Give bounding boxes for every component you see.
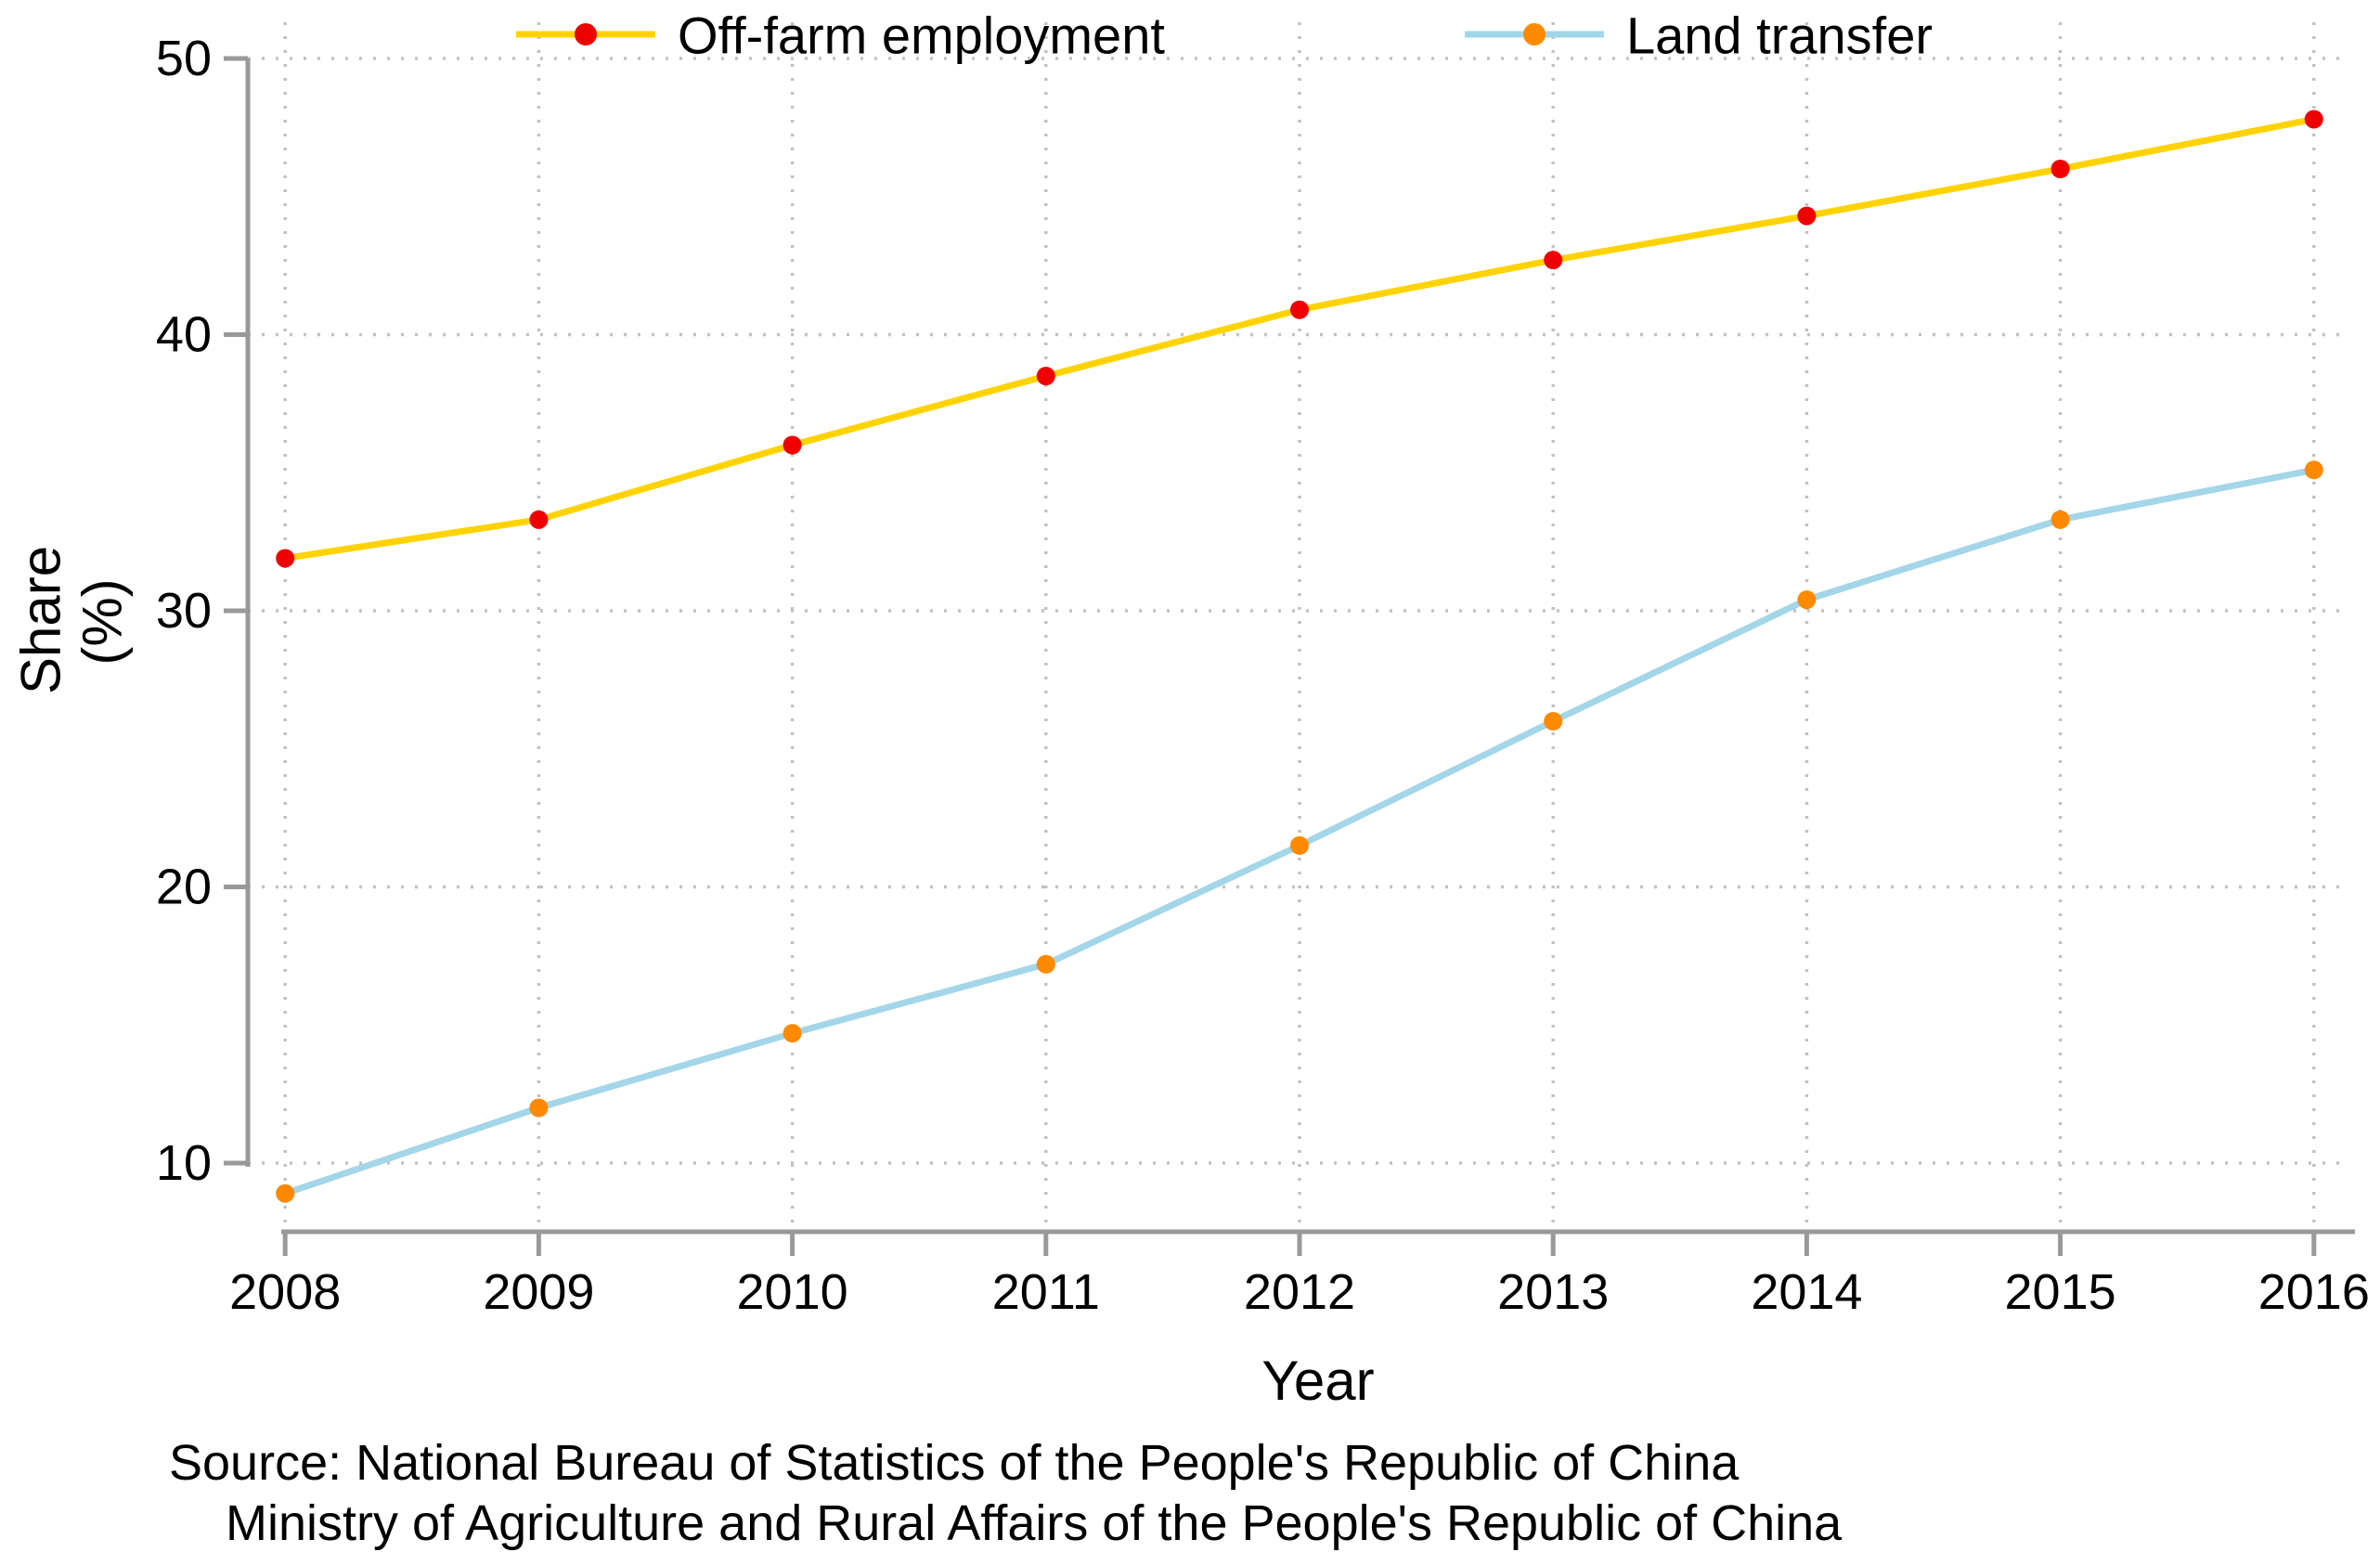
series-line-1 <box>284 116 2315 562</box>
data-point-off-farm-employment-2010 <box>783 435 802 455</box>
y-tick-label: 20 <box>156 860 212 915</box>
x-tick-label: 2011 <box>992 1264 1100 1320</box>
y-axis-title-line-1: Share <box>10 546 72 694</box>
data-point-land-transfer-2013 <box>1544 712 1563 731</box>
x-axis-title: Year <box>1261 1350 1374 1412</box>
y-tick-label: 50 <box>156 31 212 86</box>
x-tick-label: 2013 <box>1497 1264 1609 1320</box>
x-tick-label: 2010 <box>737 1264 848 1320</box>
source-note: Source: National Bureau of Statistics of… <box>169 1433 1842 1554</box>
data-point-land-transfer-2010 <box>783 1024 802 1043</box>
data-point-land-transfer-2014 <box>1797 590 1817 610</box>
y-axis-title-line-2: (%) <box>71 578 134 665</box>
data-point-off-farm-employment-2008 <box>276 549 295 568</box>
data-point-off-farm-employment-2009 <box>529 510 549 529</box>
data-point-off-farm-employment-2011 <box>1036 367 1055 386</box>
x-tick-label: 2014 <box>1751 1264 1862 1320</box>
data-point-land-transfer-2008 <box>276 1183 295 1203</box>
x-tick-label: 2009 <box>483 1264 594 1320</box>
x-tick-label: 2016 <box>2258 1264 2370 1320</box>
source-note-line-1: Source: National Bureau of Statistics of… <box>169 1435 1740 1491</box>
data-point-off-farm-employment-2013 <box>1544 251 1563 270</box>
source-note-line-2: Ministry of Agriculture and Rural Affair… <box>226 1495 1843 1551</box>
legend-label-1: Off-farm employment <box>678 6 1165 65</box>
x-tick-label: 2015 <box>2005 1264 2116 1320</box>
y-tick-label: 10 <box>156 1135 212 1191</box>
x-tick-label: 2012 <box>1244 1264 1355 1320</box>
data-point-off-farm-employment-2015 <box>2050 160 2070 178</box>
y-tick-label: 30 <box>156 583 212 639</box>
legend-label-2: Land transfer <box>1626 6 1933 65</box>
legend-marker-1 <box>575 23 597 45</box>
data-point-off-farm-employment-2014 <box>1797 206 1817 226</box>
data-point-land-transfer-2011 <box>1036 954 1055 974</box>
data-point-land-transfer-2016 <box>2304 460 2323 480</box>
y-tick-label: 40 <box>156 307 212 363</box>
x-tick-label: 2008 <box>229 1264 341 1320</box>
data-point-land-transfer-2012 <box>1290 835 1309 855</box>
data-point-land-transfer-2009 <box>529 1098 549 1118</box>
legend-marker-2 <box>1523 23 1546 45</box>
data-point-off-farm-employment-2012 <box>1290 300 1309 319</box>
data-point-off-farm-employment-2016 <box>2304 110 2323 129</box>
data-point-land-transfer-2015 <box>2050 510 2070 529</box>
